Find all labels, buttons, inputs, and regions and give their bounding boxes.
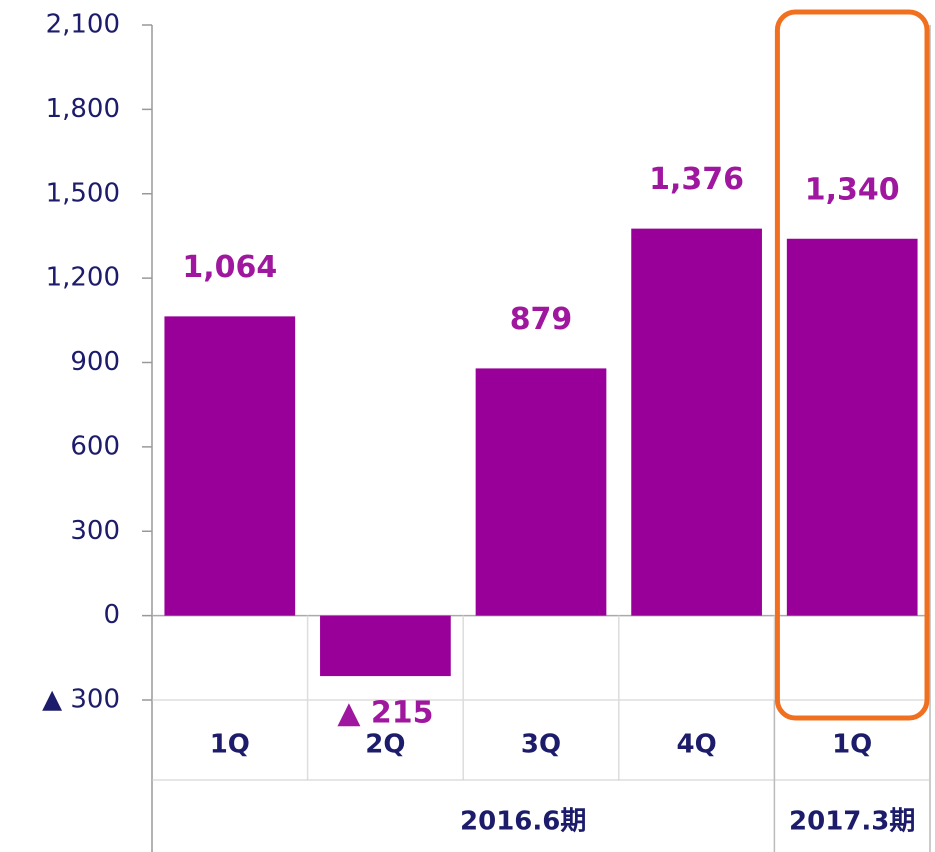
data-label: 1,064 <box>182 250 277 285</box>
x-tick-label: 1Q <box>210 730 250 760</box>
bar <box>475 368 607 616</box>
data-label: 1,340 <box>805 172 900 207</box>
bar <box>164 316 296 616</box>
bar <box>786 238 918 616</box>
x-tick-label: 2Q <box>365 730 405 760</box>
y-tick-label: 900 <box>70 347 120 377</box>
y-tick-label: ▲ 300 <box>42 685 120 715</box>
highlight-frame <box>774 9 930 721</box>
y-tick-label: 1,500 <box>46 178 120 208</box>
bar <box>320 615 451 677</box>
y-tick-label: 600 <box>70 431 120 461</box>
x-tick-label: 3Q <box>521 730 561 760</box>
y-tick-label: 300 <box>70 516 120 546</box>
y-tick-label: 1,200 <box>46 263 120 293</box>
y-tick-label: 2,100 <box>46 10 120 40</box>
data-label: ▲ 215 <box>337 696 433 731</box>
data-label: 879 <box>510 302 573 337</box>
y-tick-label: 1,800 <box>46 94 120 124</box>
y-tick-label: 0 <box>103 600 120 630</box>
x-tick-label: 1Q <box>832 730 872 760</box>
group-label: 2016.6期 <box>460 807 586 837</box>
x-tick-label: 4Q <box>676 730 716 760</box>
group-label: 2017.3期 <box>789 807 915 837</box>
bar <box>631 228 762 616</box>
data-label: 1,376 <box>649 162 744 197</box>
